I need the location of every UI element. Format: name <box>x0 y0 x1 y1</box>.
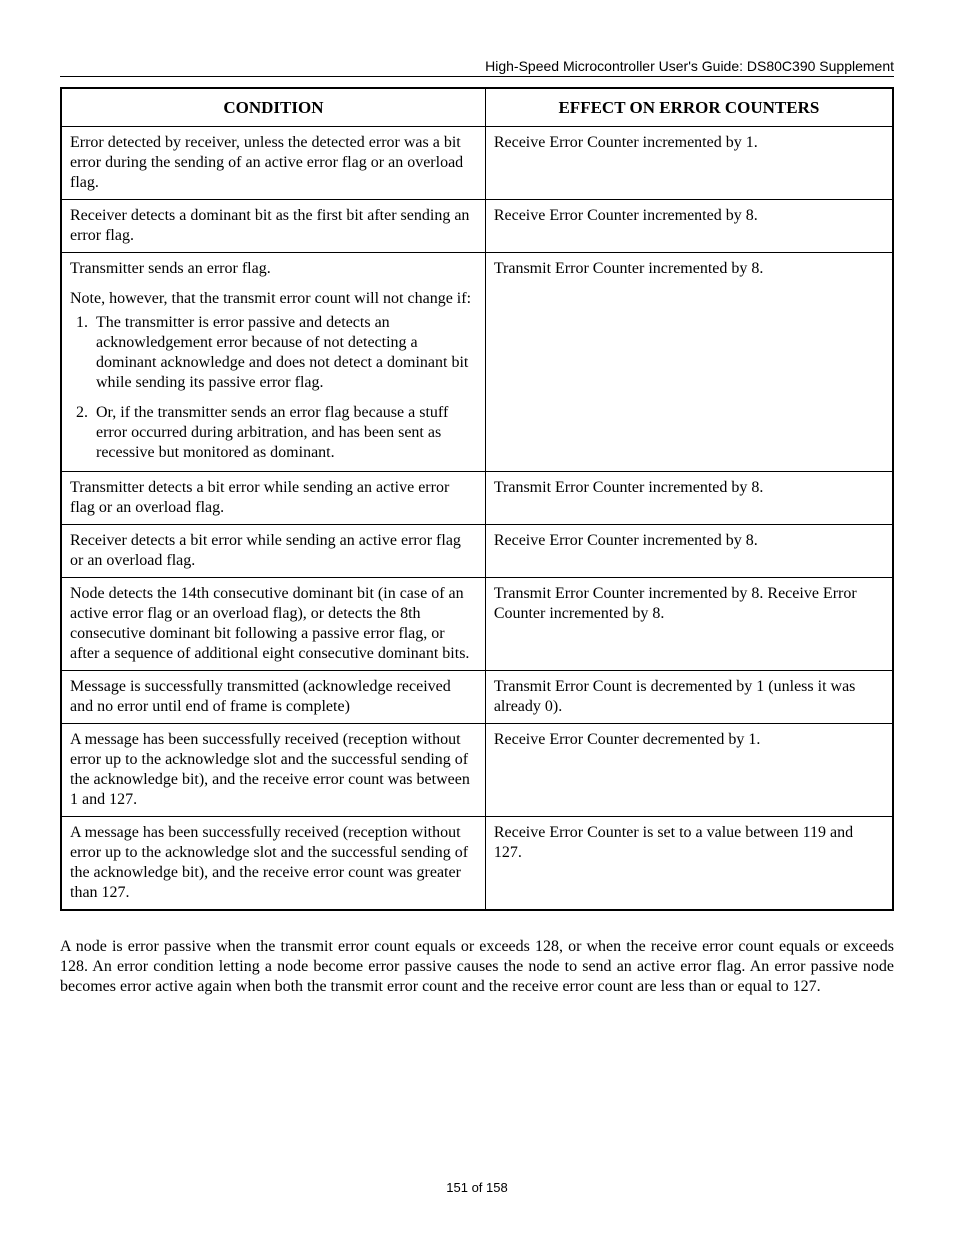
error-counter-table: CONDITION EFFECT ON ERROR COUNTERS Error… <box>60 87 894 911</box>
condition-cell: Error detected by receiver, unless the d… <box>61 127 485 200</box>
condition-cell: Transmitter sends an error flag. Note, h… <box>61 253 485 472</box>
effect-cell: Receive Error Counter decremented by 1. <box>485 724 893 817</box>
condition-list-item: The transmitter is error passive and det… <box>92 313 477 393</box>
condition-cell: A message has been successfully received… <box>61 724 485 817</box>
effect-cell: Receive Error Counter incremented by 1. <box>485 127 893 200</box>
running-header: High-Speed Microcontroller User's Guide:… <box>60 58 894 76</box>
table-row: Error detected by receiver, unless the d… <box>61 127 893 200</box>
table-row: A message has been successfully received… <box>61 724 893 817</box>
column-header-condition: CONDITION <box>61 88 485 127</box>
table-row: Receiver detects a bit error while sendi… <box>61 525 893 578</box>
condition-cell: Receiver detects a dominant bit as the f… <box>61 200 485 253</box>
page: High-Speed Microcontroller User's Guide:… <box>0 0 954 1235</box>
table-row: Message is successfully transmitted (ack… <box>61 671 893 724</box>
condition-cell: Node detects the 14th consecutive domina… <box>61 578 485 671</box>
table-row: Receiver detects a dominant bit as the f… <box>61 200 893 253</box>
effect-cell: Receive Error Counter incremented by 8. <box>485 525 893 578</box>
effect-cell: Receive Error Counter incremented by 8. <box>485 200 893 253</box>
header-rule: High-Speed Microcontroller User's Guide:… <box>60 58 894 77</box>
condition-list: The transmitter is error passive and det… <box>70 313 477 463</box>
column-header-effect: EFFECT ON ERROR COUNTERS <box>485 88 893 127</box>
condition-intro: Transmitter sends an error flag. <box>70 259 477 279</box>
effect-cell: Receive Error Counter is set to a value … <box>485 817 893 911</box>
condition-note: Note, however, that the transmit error c… <box>70 289 477 309</box>
table-row: A message has been successfully received… <box>61 817 893 911</box>
table-header-row: CONDITION EFFECT ON ERROR COUNTERS <box>61 88 893 127</box>
page-footer: 151 of 158 <box>0 1180 954 1195</box>
effect-cell: Transmit Error Count is decremented by 1… <box>485 671 893 724</box>
table-row: Transmitter detects a bit error while se… <box>61 472 893 525</box>
body-paragraph: A node is error passive when the transmi… <box>60 937 894 997</box>
condition-cell: A message has been successfully received… <box>61 817 485 911</box>
condition-cell: Transmitter detects a bit error while se… <box>61 472 485 525</box>
effect-cell: Transmit Error Counter incremented by 8.… <box>485 578 893 671</box>
table-row: Node detects the 14th consecutive domina… <box>61 578 893 671</box>
condition-list-item: Or, if the transmitter sends an error fl… <box>92 403 477 463</box>
effect-cell: Transmit Error Counter incremented by 8. <box>485 472 893 525</box>
condition-cell: Message is successfully transmitted (ack… <box>61 671 485 724</box>
effect-cell: Transmit Error Counter incremented by 8. <box>485 253 893 472</box>
table-row: Transmitter sends an error flag. Note, h… <box>61 253 893 472</box>
condition-cell: Receiver detects a bit error while sendi… <box>61 525 485 578</box>
